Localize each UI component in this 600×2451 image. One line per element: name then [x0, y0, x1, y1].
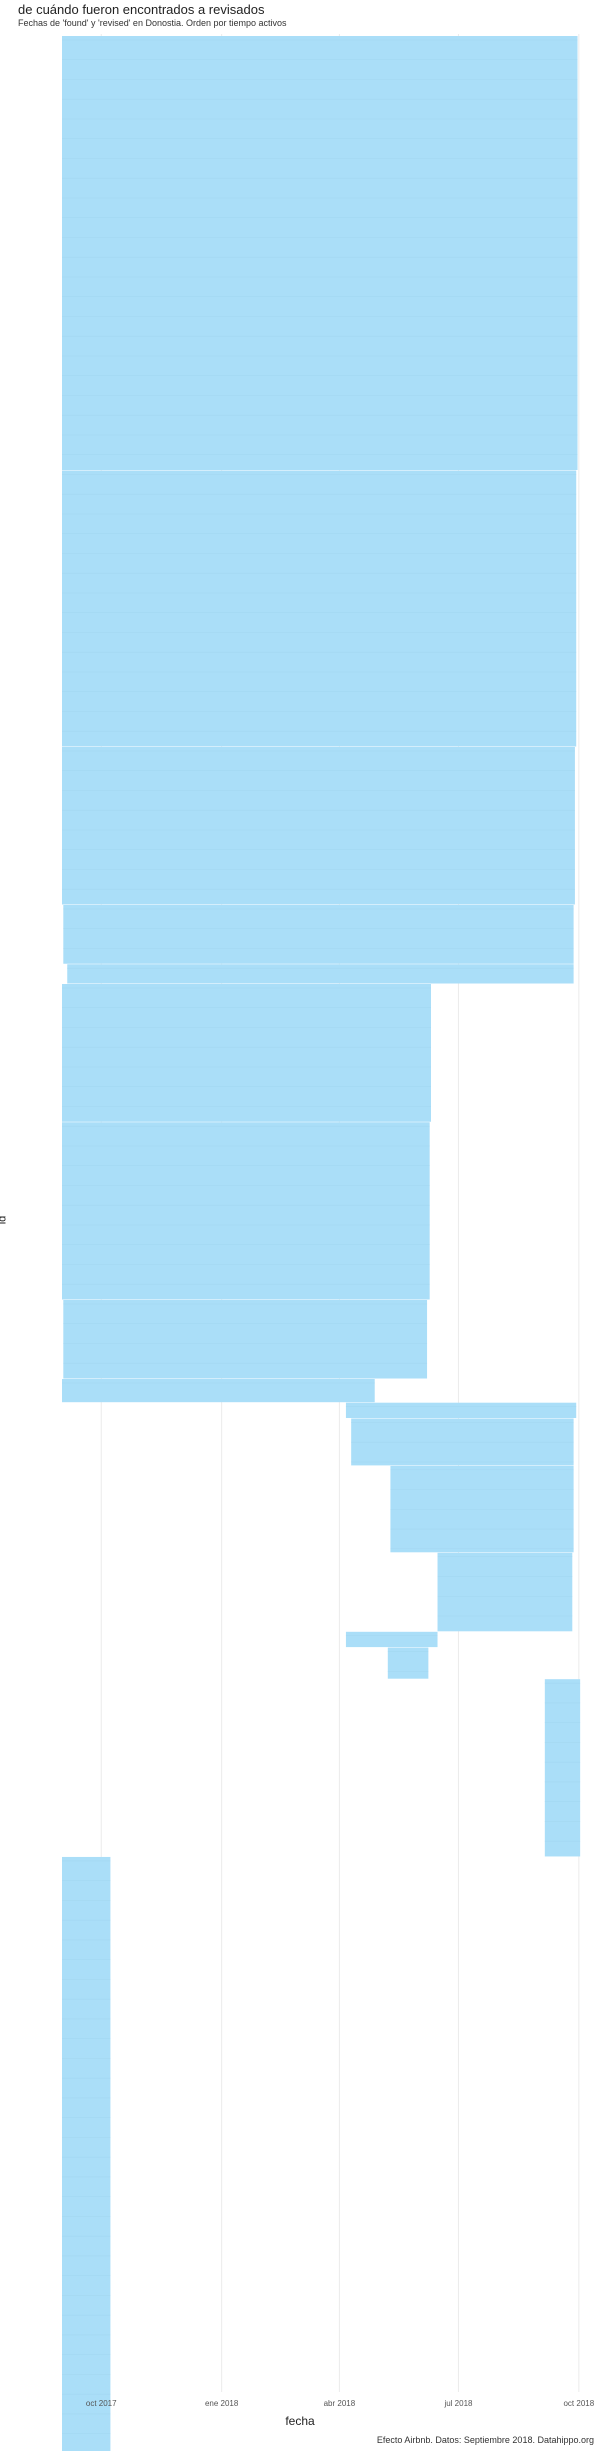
bar-segment — [67, 964, 574, 984]
x-axis-ticks: oct 2017 ene 2018 abr 2018 jul 2018 oct 2018 — [86, 2399, 595, 2408]
bar-segment — [63, 905, 574, 964]
bars — [62, 36, 581, 2451]
bar-segment — [544, 1679, 581, 1857]
x-tick-label: jul 2018 — [443, 2399, 473, 2408]
bar-segment — [62, 1122, 430, 1300]
bar-segment — [62, 1856, 111, 2451]
bar-segment — [62, 984, 431, 1122]
bar-segment — [62, 747, 575, 905]
source-caption: Efecto Airbnb. Datos: Septiembre 2018. D… — [376, 2435, 594, 2445]
bar-segment — [62, 470, 577, 747]
bar-segment — [63, 1300, 428, 1379]
bar-segment — [345, 1402, 577, 1418]
bar-segment — [345, 1631, 438, 1648]
x-tick-label: ene 2018 — [205, 2399, 239, 2408]
bar-segment — [62, 36, 578, 470]
x-axis-label: fecha — [285, 2414, 315, 2428]
bar-segment — [437, 1552, 573, 1632]
chart-subtitle: Fechas de 'found' y 'revised' en Donosti… — [18, 18, 287, 28]
x-tick-label: abr 2018 — [324, 2399, 356, 2408]
x-tick-label: oct 2018 — [563, 2399, 594, 2408]
bar-segment — [351, 1418, 574, 1466]
bar-segment — [387, 1647, 429, 1679]
bar-segment — [62, 1379, 375, 1403]
chart-title: de cuándo fueron encontrados a revisados — [18, 2, 265, 17]
bar-segment — [390, 1465, 574, 1553]
x-tick-label: oct 2017 — [86, 2399, 117, 2408]
